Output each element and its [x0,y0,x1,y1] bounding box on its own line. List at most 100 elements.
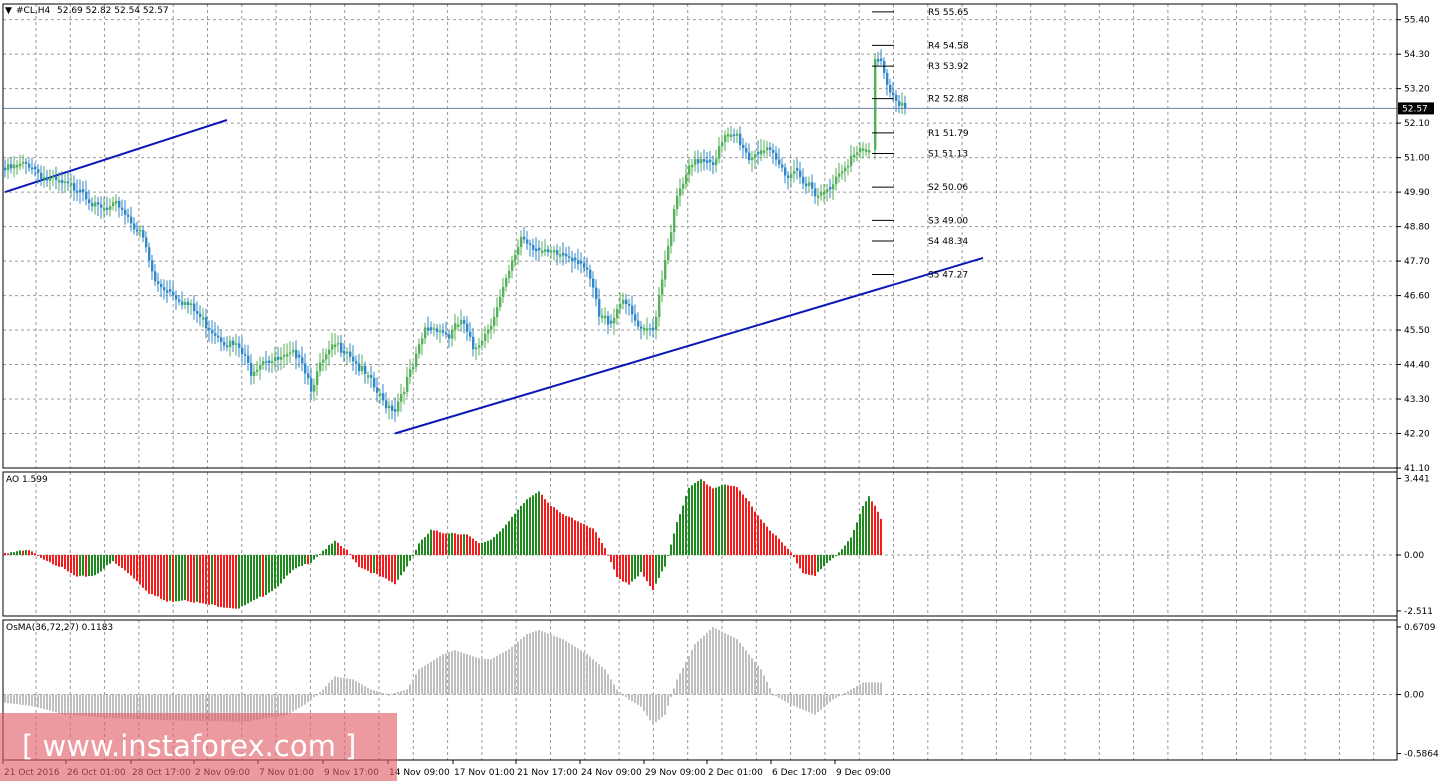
osma-bar [820,694,822,710]
osma-bar [463,653,465,695]
bull-candle [487,329,490,334]
ao-bar-up [520,505,522,556]
ao-bar-up [532,495,534,556]
osma-bar [442,654,444,695]
bear-candle [781,164,784,168]
ao-bar-up [268,555,270,593]
bull-candle [190,303,193,306]
osma-bar [184,694,186,721]
osma-bar [850,689,852,695]
ao-bar-down [205,555,207,605]
osma-bar [466,654,468,695]
ao-bar-up [463,534,465,556]
bull-candle [499,296,502,308]
bull-candle [838,173,841,177]
ao-bar-down [625,555,627,583]
ao-bar-up [421,539,423,556]
ao-bar-up [862,506,864,556]
bull-candle [262,361,265,365]
osma-bar [403,690,405,695]
ao-bar-down [127,555,129,574]
bear-candle [556,250,559,255]
osma-bar [793,694,795,706]
ao-bar-down [469,536,471,556]
osma-bar [808,694,810,713]
bear-candle [757,151,760,155]
ao-bar-up [100,555,102,572]
osma-bar [607,674,609,695]
bear-candle [607,315,610,325]
ao-axis-tick-label: 3.441 [1404,474,1430,484]
bear-candle [526,239,529,244]
osma-bar [370,689,372,695]
bear-candle [358,363,361,372]
ao-bar-down [574,520,576,556]
ao-bar-up [670,544,672,556]
osma-bar [580,650,582,695]
bear-candle [172,291,175,296]
bull-candle [289,352,292,354]
ao-bar-down [376,555,378,575]
ao-indicator-label: AO 1.599 [6,475,48,485]
osma-bar [91,694,93,717]
bull-candle [823,192,826,195]
osma-bar [526,634,528,695]
ao-bar-down [775,535,777,556]
ao-bar-up [511,516,513,556]
ao-bar-up [211,555,213,605]
ao-bar-down [553,507,555,556]
bull-candle [457,324,460,327]
osma-bar [145,694,147,720]
bear-candle [631,305,634,315]
bear-candle [196,311,199,314]
bear-candle [364,365,367,375]
osma-bar [181,694,183,721]
ao-bar-up [697,481,699,556]
pivot-level-label: S4 48.34 [928,237,968,247]
ao-bar-down [361,555,363,569]
bear-candle [238,343,241,348]
bear-candle [148,247,151,261]
osma-bar [301,694,303,707]
bull-candle [685,174,688,184]
ao-bar-up [844,545,846,556]
ao-bar-down [766,526,768,556]
osma-bar [613,684,615,695]
osma-bar [718,630,720,695]
osma-bar [700,638,702,695]
bull-candle [22,161,25,164]
bull-candle [313,384,316,392]
bear-candle [205,317,208,329]
menu-triangle-icon[interactable]: ▼ [5,6,12,16]
bull-candle [322,359,325,363]
bull-candle [64,181,67,183]
bear-candle [445,332,448,335]
price-axis-tick-label: 42.20 [1404,430,1430,440]
osma-bar [706,632,708,695]
ao-bar-down [709,486,711,556]
bull-candle [730,134,733,137]
bull-candle [493,317,496,326]
bull-candle [139,229,142,232]
bull-candle [424,327,427,339]
osma-bar [109,694,111,718]
ao-bar-up [499,531,501,556]
ao-bar-down [34,553,36,556]
bear-candle [247,355,250,363]
ao-bar-up [25,550,27,556]
bull-candle [613,317,616,324]
ao-bar-down [556,509,558,556]
osma-bar [364,686,366,695]
osma-bar [415,674,417,695]
ao-bar-down [130,555,132,576]
osma-bar [391,693,393,695]
bear-candle [889,84,892,93]
osma-bar [169,694,171,721]
ao-bar-up [316,555,318,557]
bear-candle [265,361,268,363]
bear-candle [193,303,196,312]
pivot-level-label: S3 49.00 [928,216,968,226]
watermark-box [0,713,397,781]
ao-bar-down [811,555,813,576]
osma-bar [571,644,573,695]
